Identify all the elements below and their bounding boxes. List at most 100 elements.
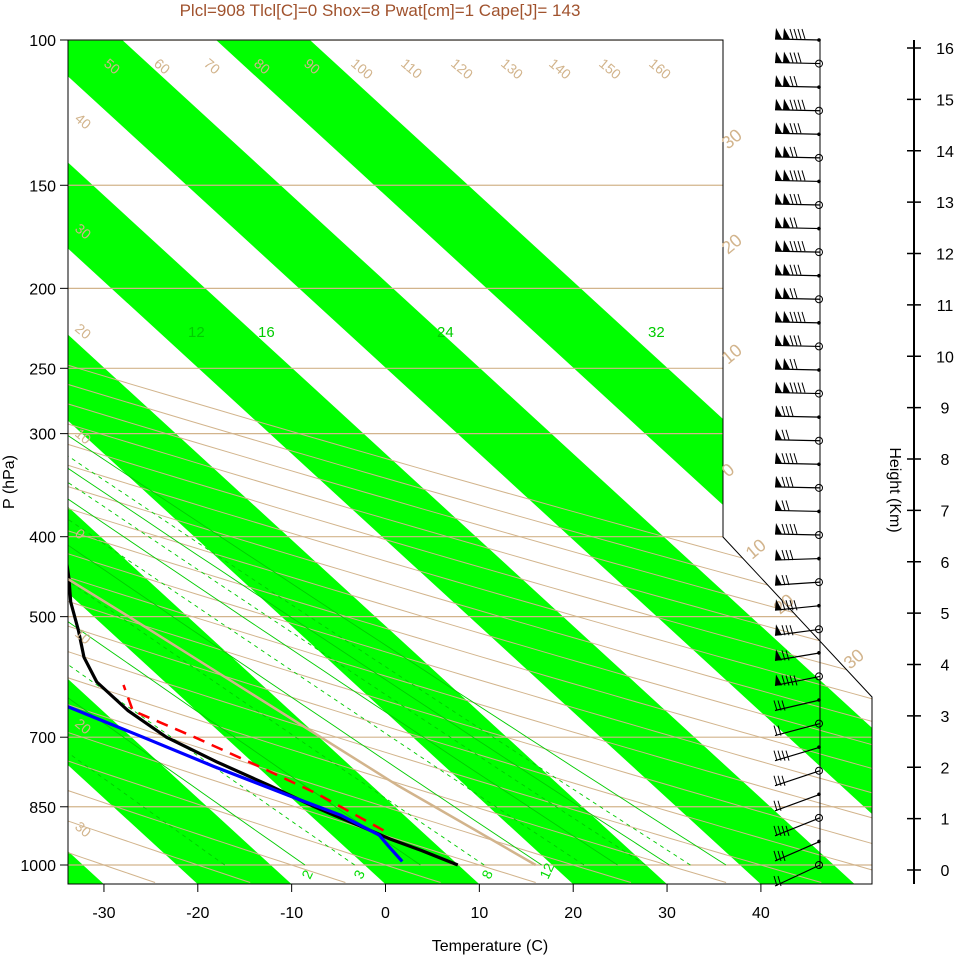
wind-barb-flag (775, 358, 782, 369)
wind-barb-feather (789, 288, 794, 299)
wind-barb-feather (793, 523, 798, 535)
wind-barb (774, 334, 823, 351)
wind-barb (774, 98, 823, 115)
wind-barb-feather (777, 750, 782, 761)
mixing-ratio-label: 12 (536, 860, 557, 881)
height-tick-label: 6 (941, 555, 950, 572)
wind-barb-feather (797, 382, 802, 393)
x-tick-label: 10 (470, 905, 488, 922)
wind-barb-feather (777, 875, 782, 887)
wind-barb-feather (773, 875, 778, 887)
wind-barb-shaft (774, 509, 821, 513)
wind-barb-feather (797, 170, 802, 181)
wind-barb-flag (783, 216, 790, 228)
wind-barb-shaft (774, 38, 821, 41)
series-line-parcel (68, 42, 537, 867)
dry-adiabat (68, 40, 872, 883)
wind-barb-feather (793, 311, 798, 323)
wind-barb-feather (793, 335, 798, 346)
height-tick-label: 16 (936, 41, 954, 58)
wind-barb-flag (775, 574, 782, 586)
wind-barb (774, 263, 821, 278)
wind-barb-feather (789, 52, 794, 63)
wind-barb-calm (815, 578, 823, 587)
height-tick-label: 7 (941, 503, 950, 520)
y-tick-label: 250 (29, 361, 56, 378)
wind-barb (774, 240, 823, 257)
wind-barb (773, 861, 823, 887)
dry-adiabat (68, 40, 251, 883)
wind-barb-feather (781, 825, 786, 837)
wind-barb (774, 499, 821, 514)
wind-barb-flag (783, 122, 790, 134)
wind-barb-feather (781, 523, 786, 535)
wind-barb-flag (775, 51, 782, 63)
wind-barb-shaft (774, 439, 821, 442)
wind-barb-shaft (774, 605, 821, 611)
wind-barb-flag (783, 98, 790, 110)
wind-barb-feather (789, 549, 794, 561)
wind-barb-feather (789, 358, 794, 370)
wind-barb-flag (775, 334, 782, 346)
dry-adiabat (68, 40, 872, 883)
wind-barb-flag (783, 28, 790, 39)
wind-barb-flag (783, 145, 790, 157)
wind-barb-feather (773, 825, 778, 837)
wind-barb-shaft (774, 746, 821, 762)
wind-barb-flag (783, 334, 790, 346)
mixing-ratio-line (68, 353, 618, 866)
wind-barb-flag (775, 263, 782, 275)
wind-barb-feather (789, 600, 794, 611)
wind-barb-flag (775, 549, 782, 561)
wind-barb-feather (785, 750, 790, 761)
height-tick-label: 8 (941, 452, 950, 469)
dry-adiabat (68, 40, 632, 883)
wind-barb-feather (789, 476, 794, 488)
wind-barb-feather (781, 549, 786, 561)
mixing-ratio-line (68, 353, 727, 866)
mixing-ratio-label: 24 (437, 324, 454, 341)
wind-barb (773, 766, 823, 787)
wind-barb-shaft (774, 109, 821, 112)
dry-adiabat (68, 40, 872, 883)
y-tick-label: 400 (29, 530, 56, 547)
wind-barb-calm (815, 861, 823, 869)
x-tick-label: 0 (381, 905, 390, 922)
wind-barb-flag (783, 358, 790, 369)
wind-barb-feather (777, 850, 782, 862)
wind-barb-flag (783, 310, 790, 322)
wind-barb-feather (781, 429, 786, 440)
wind-barb-flag (783, 193, 790, 204)
wind-barb-feather (781, 476, 786, 488)
isotherm-label: 10 (718, 340, 746, 368)
x-tick-label: 40 (752, 905, 770, 922)
wind-barb-feather (781, 500, 786, 511)
y-tick-label: 100 (29, 33, 56, 50)
wind-barb-feather (793, 146, 798, 158)
wind-barb-feather (793, 193, 798, 205)
adiabat-label: 150 (596, 55, 624, 82)
adiabat-label: 110 (398, 55, 426, 82)
wind-barb-feather (785, 405, 790, 417)
chart-title: Plcl=908 Tlcl[C]=0 Shox=8 Pwat[cm]=1 Cap… (180, 1, 581, 20)
plot-frame (67, 39, 873, 885)
wind-barb-feather (773, 700, 778, 711)
wind-barb-shaft (774, 368, 821, 371)
mixing-ratio-label: 16 (258, 324, 275, 341)
wind-barb-feather (781, 453, 786, 464)
wind-barb (774, 381, 823, 398)
wind-barb (774, 624, 823, 636)
wind-barb-feather (789, 146, 794, 158)
wind-barb-feather (785, 625, 790, 636)
wind-barb-feather (785, 675, 790, 686)
wind-barb-calm (815, 59, 823, 68)
wind-barb-flag (775, 193, 782, 204)
wind-barb-calm (815, 153, 823, 162)
wind-barb-feather (777, 825, 782, 837)
x-axis-label: Temperature (C) (432, 938, 548, 955)
wind-barb (774, 574, 823, 587)
wind-barb (774, 169, 821, 184)
wind-barb-feather (793, 358, 798, 370)
isotherm-band (183, 40, 872, 884)
wind-barb-shaft (774, 203, 821, 206)
